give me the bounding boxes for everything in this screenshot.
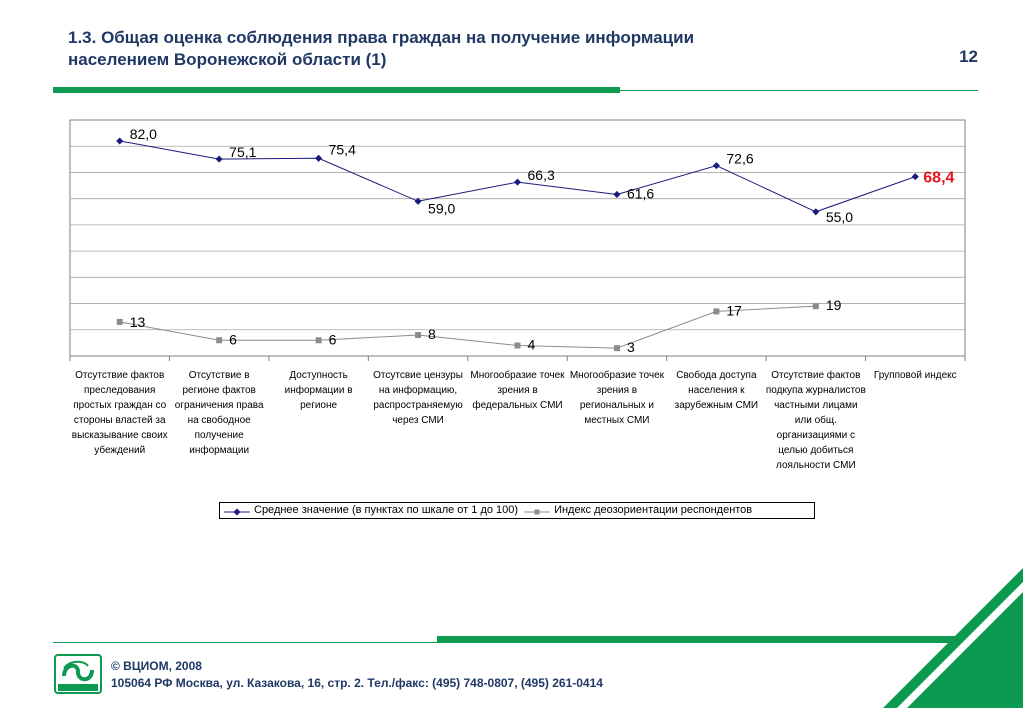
data-label-series-1: 68,4 (923, 170, 954, 187)
series-1-point (911, 173, 919, 181)
x-tick-label: Групповой индекс (873, 370, 957, 381)
series-1-point (215, 155, 223, 163)
chart-legend: Среднее значение (в пунктах по шкале от … (219, 502, 815, 519)
series-2-point (713, 308, 720, 315)
title-line-1: 1.3. Общая оценка соблюдения права гражд… (68, 28, 695, 47)
data-label-series-1: 59,0 (428, 200, 455, 216)
footer-copyright: © ВЦИОМ, 2008 (111, 659, 202, 673)
x-tick-label: Отсутствие в регионе фактов ограничения … (174, 370, 264, 456)
data-label-series-1: 72,6 (726, 151, 753, 167)
data-label-series-2: 13 (130, 314, 146, 330)
series-2-point (216, 337, 223, 344)
series-2-point (613, 345, 620, 352)
series-2-line (119, 305, 816, 349)
data-label-series-1: 61,6 (627, 185, 654, 201)
x-tick-label: Отсутствие фактов преследования простых … (71, 370, 168, 456)
series-1-point (613, 190, 621, 199)
plot-area (69, 119, 966, 357)
x-axis-ticks (69, 356, 966, 361)
x-tick-label: Свобода доступа населения к зарубежным С… (674, 370, 759, 411)
data-label-series-1: 75,1 (229, 144, 256, 160)
series-1-point (812, 208, 820, 216)
legend-label-series-1: Среднее значение (в пунктах по шкале от … (254, 504, 519, 516)
x-tick-label: Отсутствие фактов подкупа журналистов ча… (765, 370, 866, 471)
gridlines (70, 145, 965, 331)
data-label-series-2: 6 (329, 331, 337, 347)
data-label-series-2: 8 (428, 326, 436, 342)
x-tick-label: Отсутсвие цензуры на информацию, распрос… (373, 370, 463, 426)
data-label-series-1: 55,0 (826, 209, 853, 225)
legend-item-series-1: Среднее значение (в пунктах по шкале от … (224, 502, 518, 519)
slide-title: 1.3. Общая оценка соблюдения права гражд… (68, 27, 768, 71)
legend-label-series-2: Индекс деозориентации респондентов (554, 504, 753, 516)
data-label-series-2: 19 (826, 297, 842, 313)
legend-swatch-series-1 (224, 506, 250, 516)
series-1-point (712, 162, 720, 170)
data-label-series-2: 3 (627, 339, 635, 355)
series-points (116, 137, 919, 352)
data-label-series-1: 66,3 (528, 167, 555, 183)
page-number: 12 (959, 47, 978, 66)
vciom-logo-icon (54, 654, 102, 694)
series-2-point (315, 337, 322, 344)
series-2-point (415, 332, 422, 339)
data-label-series-2: 4 (528, 337, 536, 353)
title-line-2: населением Воронежской области (1) (68, 50, 387, 69)
x-tick-label: Многообразие точек зрения в региональных… (569, 370, 665, 426)
footer-address: 105064 РФ Москва, ул. Казакова, 16, стр.… (111, 676, 603, 690)
data-label-series-1: 82,0 (130, 126, 157, 142)
data-label-series-2: 6 (229, 331, 237, 347)
series-2-point (514, 342, 521, 349)
series-1-point (414, 197, 422, 205)
data-labels: 82,0 75,1 75,4 59,0 66,3 61,6 72,6 55,0 68,4 13 6 6… (130, 126, 955, 355)
header-rule-thick (53, 87, 620, 93)
footer-rule-thin (53, 642, 437, 643)
x-tick-label: Многообразие точек зрения в федеральных … (470, 370, 565, 411)
legend-swatch-series-2 (524, 506, 551, 516)
series-1-point (315, 154, 323, 162)
data-label-series-2: 17 (726, 302, 742, 318)
data-label-series-1: 75,4 (329, 141, 356, 157)
series-2-point (812, 303, 819, 310)
corner-triangle-decoration (883, 568, 1023, 708)
series-1-point (513, 178, 522, 186)
x-tick-label: Доступность информации в регионе (284, 370, 353, 411)
series-2-point (116, 318, 123, 325)
header-rule-thin (620, 90, 978, 91)
series-1-point (116, 137, 124, 145)
footer-rule-thick (437, 636, 1015, 643)
legend-item-series-2: Индекс деозориентации респондентов (524, 502, 752, 519)
